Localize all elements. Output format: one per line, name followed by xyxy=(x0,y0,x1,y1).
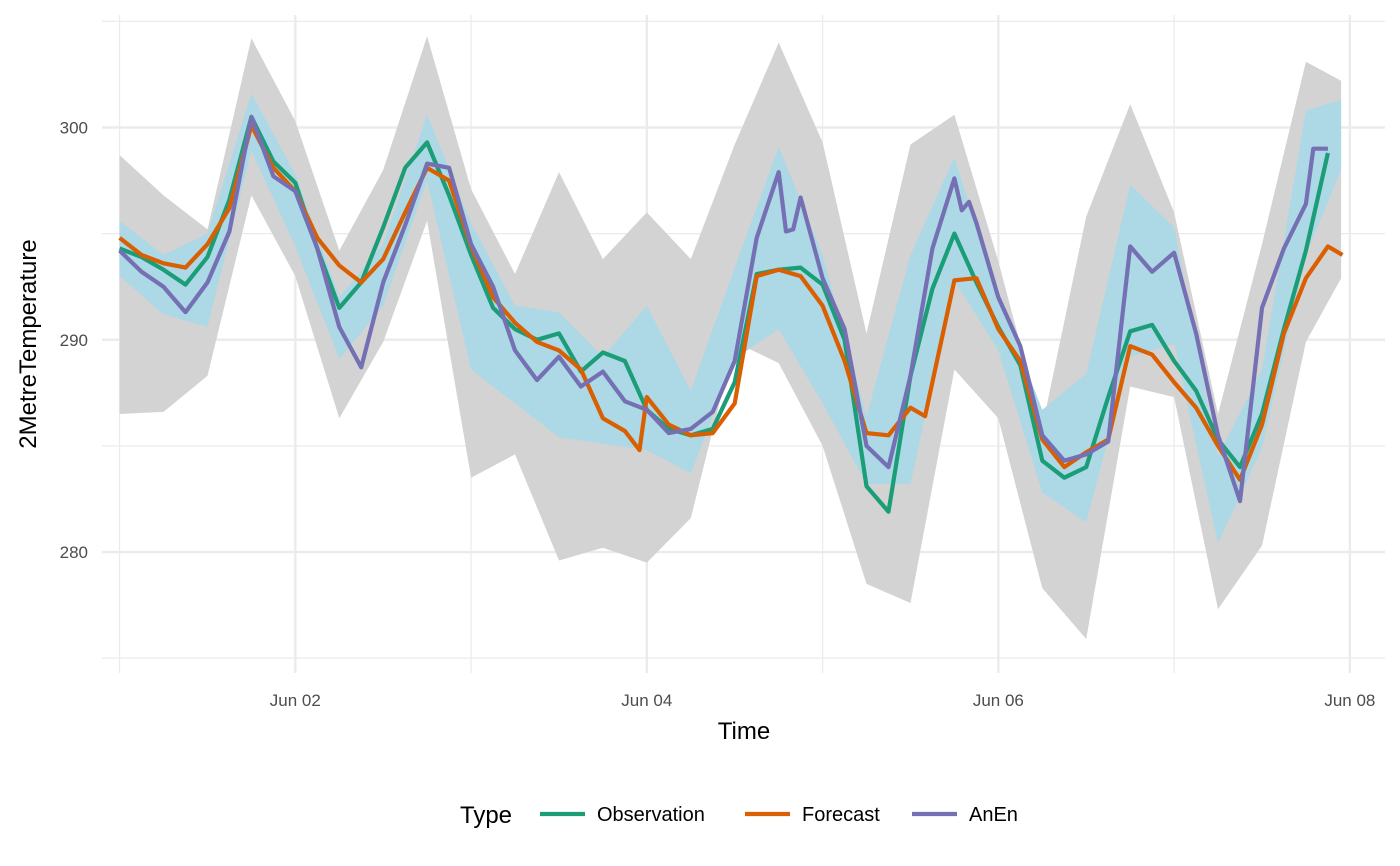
x-axis-title: Time xyxy=(718,718,770,745)
legend-label-forecast: Forecast xyxy=(802,804,880,826)
legend-title: Type xyxy=(460,802,512,829)
y-axis-title: 2MetreTemperature xyxy=(15,239,42,448)
series-lines xyxy=(118,114,1344,514)
legend-label-anen: AnEn xyxy=(969,804,1018,826)
y-tick-label: 290 xyxy=(60,331,88,350)
legend-label-observation: Observation xyxy=(597,804,705,826)
legend: Type Observation Forecast AnEn xyxy=(460,802,1018,829)
series-line-forecast xyxy=(118,123,1344,482)
series-line-anen xyxy=(118,114,1328,504)
x-tick-label: Jun 02 xyxy=(270,691,321,710)
x-axis-ticks: Jun 02 Jun 04 Jun 06 Jun 08 xyxy=(270,691,1376,710)
x-tick-label: Jun 08 xyxy=(1324,691,1375,710)
x-tick-label: Jun 04 xyxy=(621,691,672,710)
y-tick-label: 280 xyxy=(60,543,88,562)
y-axis-ticks: 280 290 300 xyxy=(60,118,88,562)
x-tick-label: Jun 06 xyxy=(973,691,1024,710)
y-tick-label: 300 xyxy=(60,118,88,137)
